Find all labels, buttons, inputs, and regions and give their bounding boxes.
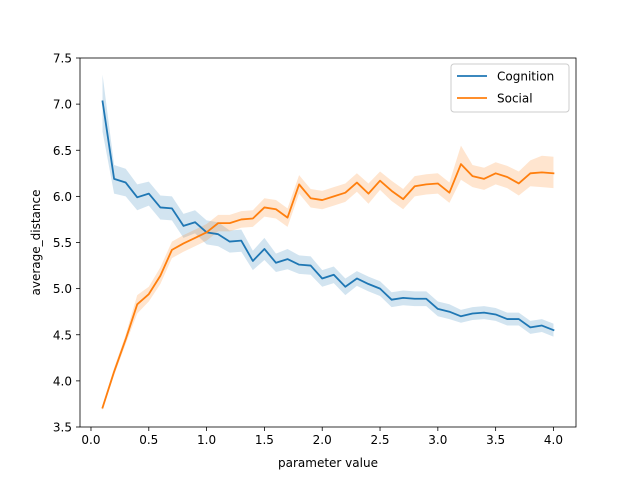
x-axis-ticks: 0.0 0.5 1.0 1.5 2.0 2.5 3.0 3.5 4.0 — [81, 427, 563, 447]
x-axis-label: parameter value — [278, 456, 378, 470]
x-tick-label: 0.0 — [81, 433, 100, 447]
y-axis-label: average_distance — [29, 190, 43, 296]
y-tick-label: 5.5 — [53, 236, 72, 250]
x-tick-label: 3.0 — [428, 433, 447, 447]
series-lines — [101, 100, 555, 409]
y-tick-label: 6.0 — [53, 190, 72, 204]
y-axis-ticks: 3.5 4.0 4.5 5.0 5.5 6.0 6.5 7.0 7.5 — [53, 52, 80, 435]
x-tick-label: 4.0 — [544, 433, 563, 447]
y-tick-label: 5.0 — [53, 282, 72, 296]
confidence-band-cognition — [102, 74, 554, 337]
legend-label-cognition: Cognition — [497, 70, 554, 84]
y-tick-label: 7.5 — [53, 52, 72, 66]
x-tick-label: 0.5 — [139, 433, 158, 447]
y-tick-label: 4.0 — [53, 374, 72, 388]
y-tick-label: 6.5 — [53, 144, 72, 158]
x-tick-label: 3.5 — [486, 433, 505, 447]
y-tick-label: 3.5 — [53, 421, 72, 435]
x-tick-label: 1.0 — [197, 433, 216, 447]
x-tick-label: 2.5 — [370, 433, 389, 447]
series-line-cognition — [101, 100, 555, 332]
series-line-social — [101, 163, 555, 409]
legend: Cognition Social — [450, 63, 570, 113]
x-tick-label: 1.5 — [255, 433, 274, 447]
x-tick-label: 2.0 — [313, 433, 332, 447]
legend-label-social: Social — [497, 92, 533, 106]
y-tick-label: 7.0 — [53, 98, 72, 112]
y-tick-label: 4.5 — [53, 328, 72, 342]
